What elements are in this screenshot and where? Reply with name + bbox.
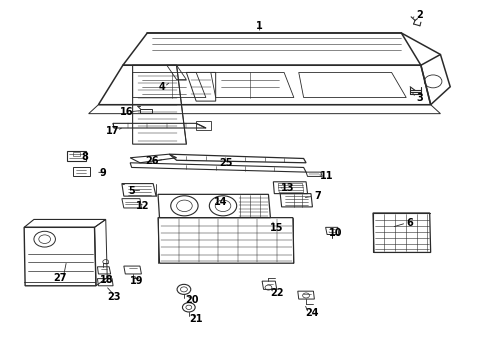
Text: 20: 20 xyxy=(186,295,199,305)
Text: 22: 22 xyxy=(270,288,284,298)
Text: 18: 18 xyxy=(100,275,114,285)
Text: 2: 2 xyxy=(416,10,423,20)
Text: 4: 4 xyxy=(159,82,165,92)
Text: 12: 12 xyxy=(136,201,149,211)
Text: 14: 14 xyxy=(214,197,227,207)
Text: 19: 19 xyxy=(130,276,143,286)
Text: 8: 8 xyxy=(81,152,88,162)
Text: 27: 27 xyxy=(53,273,67,283)
Text: 11: 11 xyxy=(320,171,334,181)
Text: 6: 6 xyxy=(407,218,414,228)
Text: 1: 1 xyxy=(256,21,263,31)
Text: 23: 23 xyxy=(107,292,121,302)
Text: 16: 16 xyxy=(120,107,133,117)
Text: 24: 24 xyxy=(306,309,319,318)
Text: 10: 10 xyxy=(329,228,342,238)
Text: 21: 21 xyxy=(190,314,203,324)
Text: 26: 26 xyxy=(146,156,159,166)
Text: 25: 25 xyxy=(220,158,233,168)
Text: 9: 9 xyxy=(100,168,107,178)
Text: 5: 5 xyxy=(128,186,135,196)
Text: 17: 17 xyxy=(106,126,120,135)
Text: 7: 7 xyxy=(314,191,320,201)
Text: 13: 13 xyxy=(281,183,295,193)
Text: 3: 3 xyxy=(416,93,423,103)
Text: 15: 15 xyxy=(270,224,284,233)
